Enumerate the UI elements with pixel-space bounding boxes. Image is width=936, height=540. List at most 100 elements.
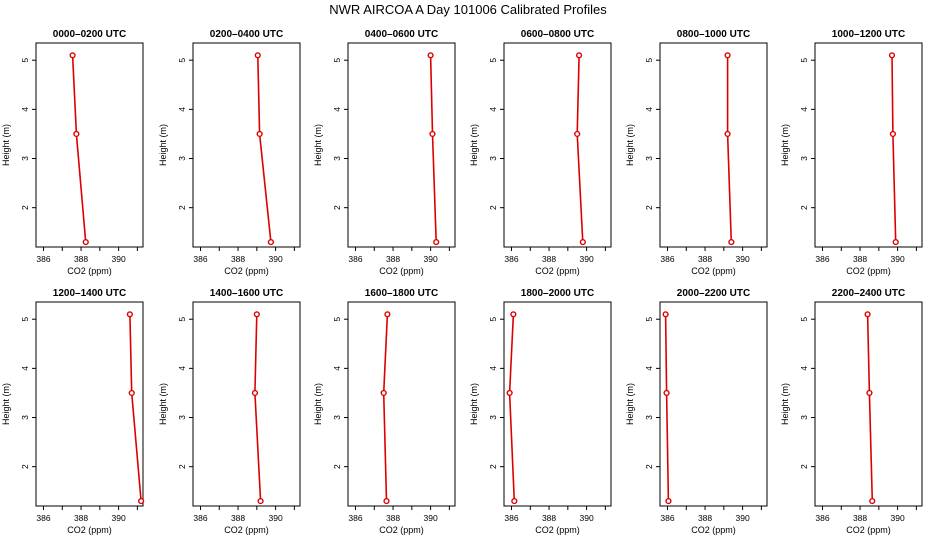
panel-1-frame [35, 42, 144, 248]
panel-5-xtick-label: 388 [698, 254, 712, 264]
panel-2-point-3 [254, 52, 261, 59]
panel-6-ytick-label: 3 [799, 156, 809, 161]
panel-10-xtick-label: 388 [542, 513, 556, 523]
panel-9-xtick-label: 386 [348, 513, 362, 523]
panel-11-ytick-label: 4 [644, 366, 654, 371]
panel-6-ytick-label: 2 [799, 205, 809, 210]
panel-9-point-1 [383, 497, 390, 505]
panel-11-frame [659, 301, 768, 507]
panel-8-frame [192, 301, 301, 507]
panel-12-xtick-label: 386 [815, 513, 829, 523]
panel-8-ylabel: Height (m) [158, 383, 168, 425]
panel-2-point-2 [256, 130, 263, 138]
panel-9-ytick-label: 3 [332, 415, 342, 420]
panel-1-xtick-label: 388 [74, 254, 88, 264]
panel-4-ytick-label: 2 [488, 205, 498, 210]
panel-7-ytick-label: 2 [20, 464, 30, 469]
panel-11-ytick-label: 5 [644, 317, 654, 322]
panel-2-ytick-label: 2 [177, 205, 187, 210]
panel-5-point-2 [724, 130, 731, 138]
panel-7-ylabel: Height (m) [1, 383, 11, 425]
panel-3-xlabel: CO2 (ppm) [379, 266, 424, 276]
panel-4-xlabel: CO2 (ppm) [535, 266, 580, 276]
panel-8-point-2 [251, 389, 259, 397]
panel-3-xtick-label: 390 [424, 254, 438, 264]
panel-11-point-1 [665, 497, 672, 505]
panel-3-ytick-label: 2 [332, 205, 342, 210]
panel-12-point-1 [869, 497, 876, 505]
panel-5-xtick-label: 386 [660, 254, 674, 264]
panel-3-frame [347, 42, 456, 248]
panel-9-frame [347, 301, 456, 507]
panel-2-point-1 [267, 238, 275, 246]
panel-7-point-2 [128, 389, 135, 397]
panel-1-ytick-label: 3 [20, 156, 30, 161]
panel-5-title: 0800–1000 UTC [677, 29, 750, 40]
panel-2-xlabel: CO2 (ppm) [224, 266, 269, 276]
panel-11-xlabel: CO2 (ppm) [691, 525, 736, 535]
panel-5-point-1 [728, 238, 735, 246]
panel-4-title: 0600–0800 UTC [521, 29, 594, 40]
panel-12-frame [814, 301, 923, 507]
panel-9-title: 1600–1800 UTC [365, 288, 438, 299]
panel-3-ylabel: Height (m) [313, 124, 323, 166]
panel-4-frame [503, 42, 612, 248]
panel-8-ytick-label: 2 [177, 464, 187, 469]
panel-4-point-2 [574, 130, 581, 138]
panel-10-frame [503, 301, 612, 507]
panel-12-point-3 [864, 311, 871, 318]
panel-10-xtick-label: 386 [504, 513, 518, 523]
panel-8-point-3 [253, 311, 260, 318]
panel-9-xtick-label: 388 [386, 513, 400, 523]
panel-1-point-1 [82, 238, 89, 246]
panel-10-point-3 [510, 311, 517, 318]
panel-4-xtick-label: 388 [542, 254, 556, 264]
panel-9-point-2 [380, 389, 387, 397]
panel-7-ytick-label: 3 [20, 415, 30, 420]
panel-12-title: 2200–2400 UTC [832, 288, 905, 299]
panel-6-title: 1000–1200 UTC [832, 29, 905, 40]
panel-6-ytick-label: 5 [799, 58, 809, 63]
panel-5-ytick-label: 4 [644, 107, 654, 112]
panel-2-xtick-label: 386 [193, 254, 207, 264]
panel-7-ytick-label: 4 [20, 366, 30, 371]
panel-12-ytick-label: 2 [799, 464, 809, 469]
panel-6-point-2 [889, 130, 897, 138]
panel-6-ytick-label: 4 [799, 107, 809, 112]
panel-10-ylabel: Height (m) [469, 383, 479, 425]
panel-9-profile-line [382, 314, 389, 502]
panel-7-xtick-label: 390 [112, 513, 126, 523]
panel-11-xtick-label: 388 [698, 513, 712, 523]
panel-10-xtick-label: 390 [580, 513, 594, 523]
panel-3-point-2 [429, 130, 436, 138]
panel-3-xtick-label: 386 [348, 254, 362, 264]
panel-7-ytick-label: 5 [20, 317, 30, 322]
panel-12-ytick-label: 3 [799, 415, 809, 420]
panel-3-profile-line [429, 55, 437, 243]
panel-1-profile-line [71, 55, 87, 243]
panel-12-xlabel: CO2 (ppm) [846, 525, 891, 535]
panel-5-ytick-label: 3 [644, 156, 654, 161]
panel-8-point-1 [257, 497, 264, 505]
panel-7-profile-line [129, 314, 142, 502]
panel-2-frame [192, 42, 301, 248]
panel-8-ytick-label: 4 [177, 366, 187, 371]
panel-2-xtick-label: 390 [269, 254, 283, 264]
panel-12-ylabel: Height (m) [780, 383, 790, 425]
panel-1-ytick-label: 4 [20, 107, 30, 112]
panel-10-ytick-label: 5 [488, 317, 498, 322]
panel-4-ytick-label: 4 [488, 107, 498, 112]
panel-7-title: 1200–1400 UTC [53, 288, 126, 299]
panel-2-ytick-label: 5 [177, 58, 187, 63]
panel-3-title: 0400–0600 UTC [365, 29, 438, 40]
panel-5-ytick-label: 5 [644, 58, 654, 63]
panel-9-ytick-label: 4 [332, 366, 342, 371]
panel-12-point-2 [866, 389, 873, 397]
panel-6-frame [814, 42, 923, 248]
panel-5-frame [659, 42, 768, 248]
panel-6-profile-line [891, 55, 897, 243]
panel-11-point-3 [662, 311, 669, 318]
panel-5-ytick-label: 2 [644, 205, 654, 210]
panel-4-xtick-label: 390 [580, 254, 594, 264]
panel-8-ytick-label: 5 [177, 317, 187, 322]
